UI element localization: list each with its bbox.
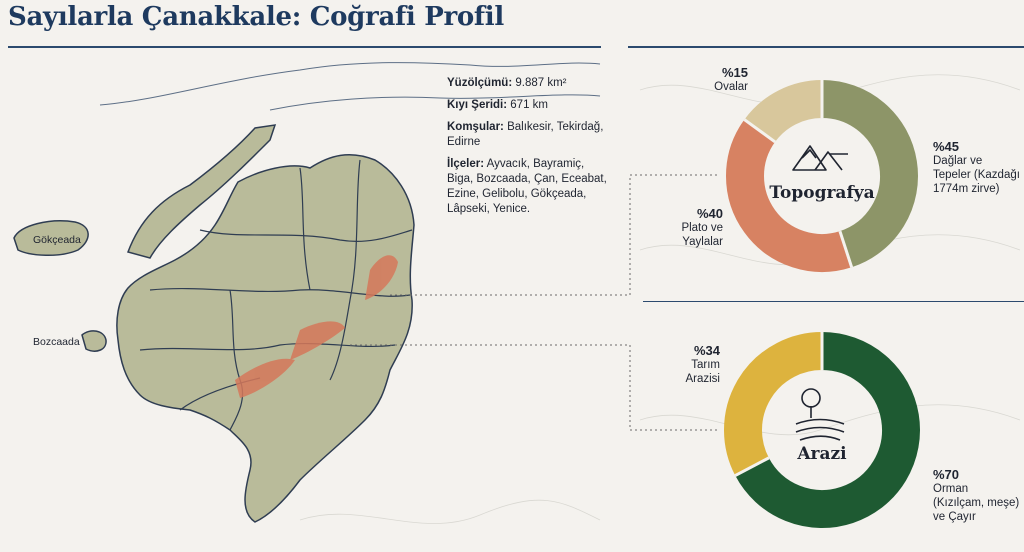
topography-separator-1 xyxy=(838,230,854,268)
districts-value: Ayvacık, Bayramiç, Biga, Bozcaada, Çan, … xyxy=(447,158,607,215)
land-label-agri: %34 Tarım Arazisi xyxy=(685,343,720,386)
topography-separator-2 xyxy=(743,118,776,144)
topography-segment-0 xyxy=(821,80,918,268)
coast-label: Kıyı Şeridi: xyxy=(447,99,508,111)
topo-label-plateau: %40 Plato ve Yaylalar xyxy=(681,206,723,249)
topo-label-mountains: %45 Dağlar ve Tepeler (Kazdağı 1774m zir… xyxy=(933,139,1020,196)
info-panel: Yüzölçümü: 9.887 km² Kıyı Şeridi: 671 km… xyxy=(447,76,607,224)
gokceada-island xyxy=(13,220,89,256)
land-separator-1 xyxy=(734,456,770,477)
gelibolu-peninsula xyxy=(127,124,277,259)
topo-label-plains: %15 Ovalar xyxy=(714,65,748,94)
neighbors-value: Balıkesir, Tekirdağ, Edirne xyxy=(447,121,604,148)
area-value: 9.887 km² xyxy=(515,77,567,89)
land-segment-1 xyxy=(724,332,823,476)
area-label: Yüzölçümü: xyxy=(447,77,513,89)
tree-field-icon xyxy=(795,388,845,441)
topography-center-label: Topografya xyxy=(769,183,875,203)
title-rule-right xyxy=(628,46,1024,48)
anatolia-landmass xyxy=(116,153,415,523)
island-label-gokceada: Gökçeada xyxy=(33,234,81,246)
section-rule-right xyxy=(643,301,1024,302)
mountain-icon xyxy=(792,145,848,171)
land-center-label: Arazi xyxy=(797,444,847,464)
districts-label: İlçeler: xyxy=(447,158,485,170)
land-label-forest: %70 Orman (Kızılçam, meşe) ve Çayır xyxy=(933,467,1020,524)
topography-segment-2 xyxy=(744,80,823,143)
bozcaada-island xyxy=(81,330,107,352)
topography-donut xyxy=(726,80,918,272)
coast-value: 671 km xyxy=(510,99,548,111)
land-segment-0 xyxy=(735,332,920,528)
page-title: Sayılarla Çanakkale: Coğrafi Profil xyxy=(8,2,504,32)
topography-segment-1 xyxy=(726,119,852,272)
neighbors-label: Komşular: xyxy=(447,121,504,133)
land-donut xyxy=(724,332,920,528)
island-label-bozcaada: Bozcaada xyxy=(33,336,80,348)
title-rule-left xyxy=(8,46,601,48)
